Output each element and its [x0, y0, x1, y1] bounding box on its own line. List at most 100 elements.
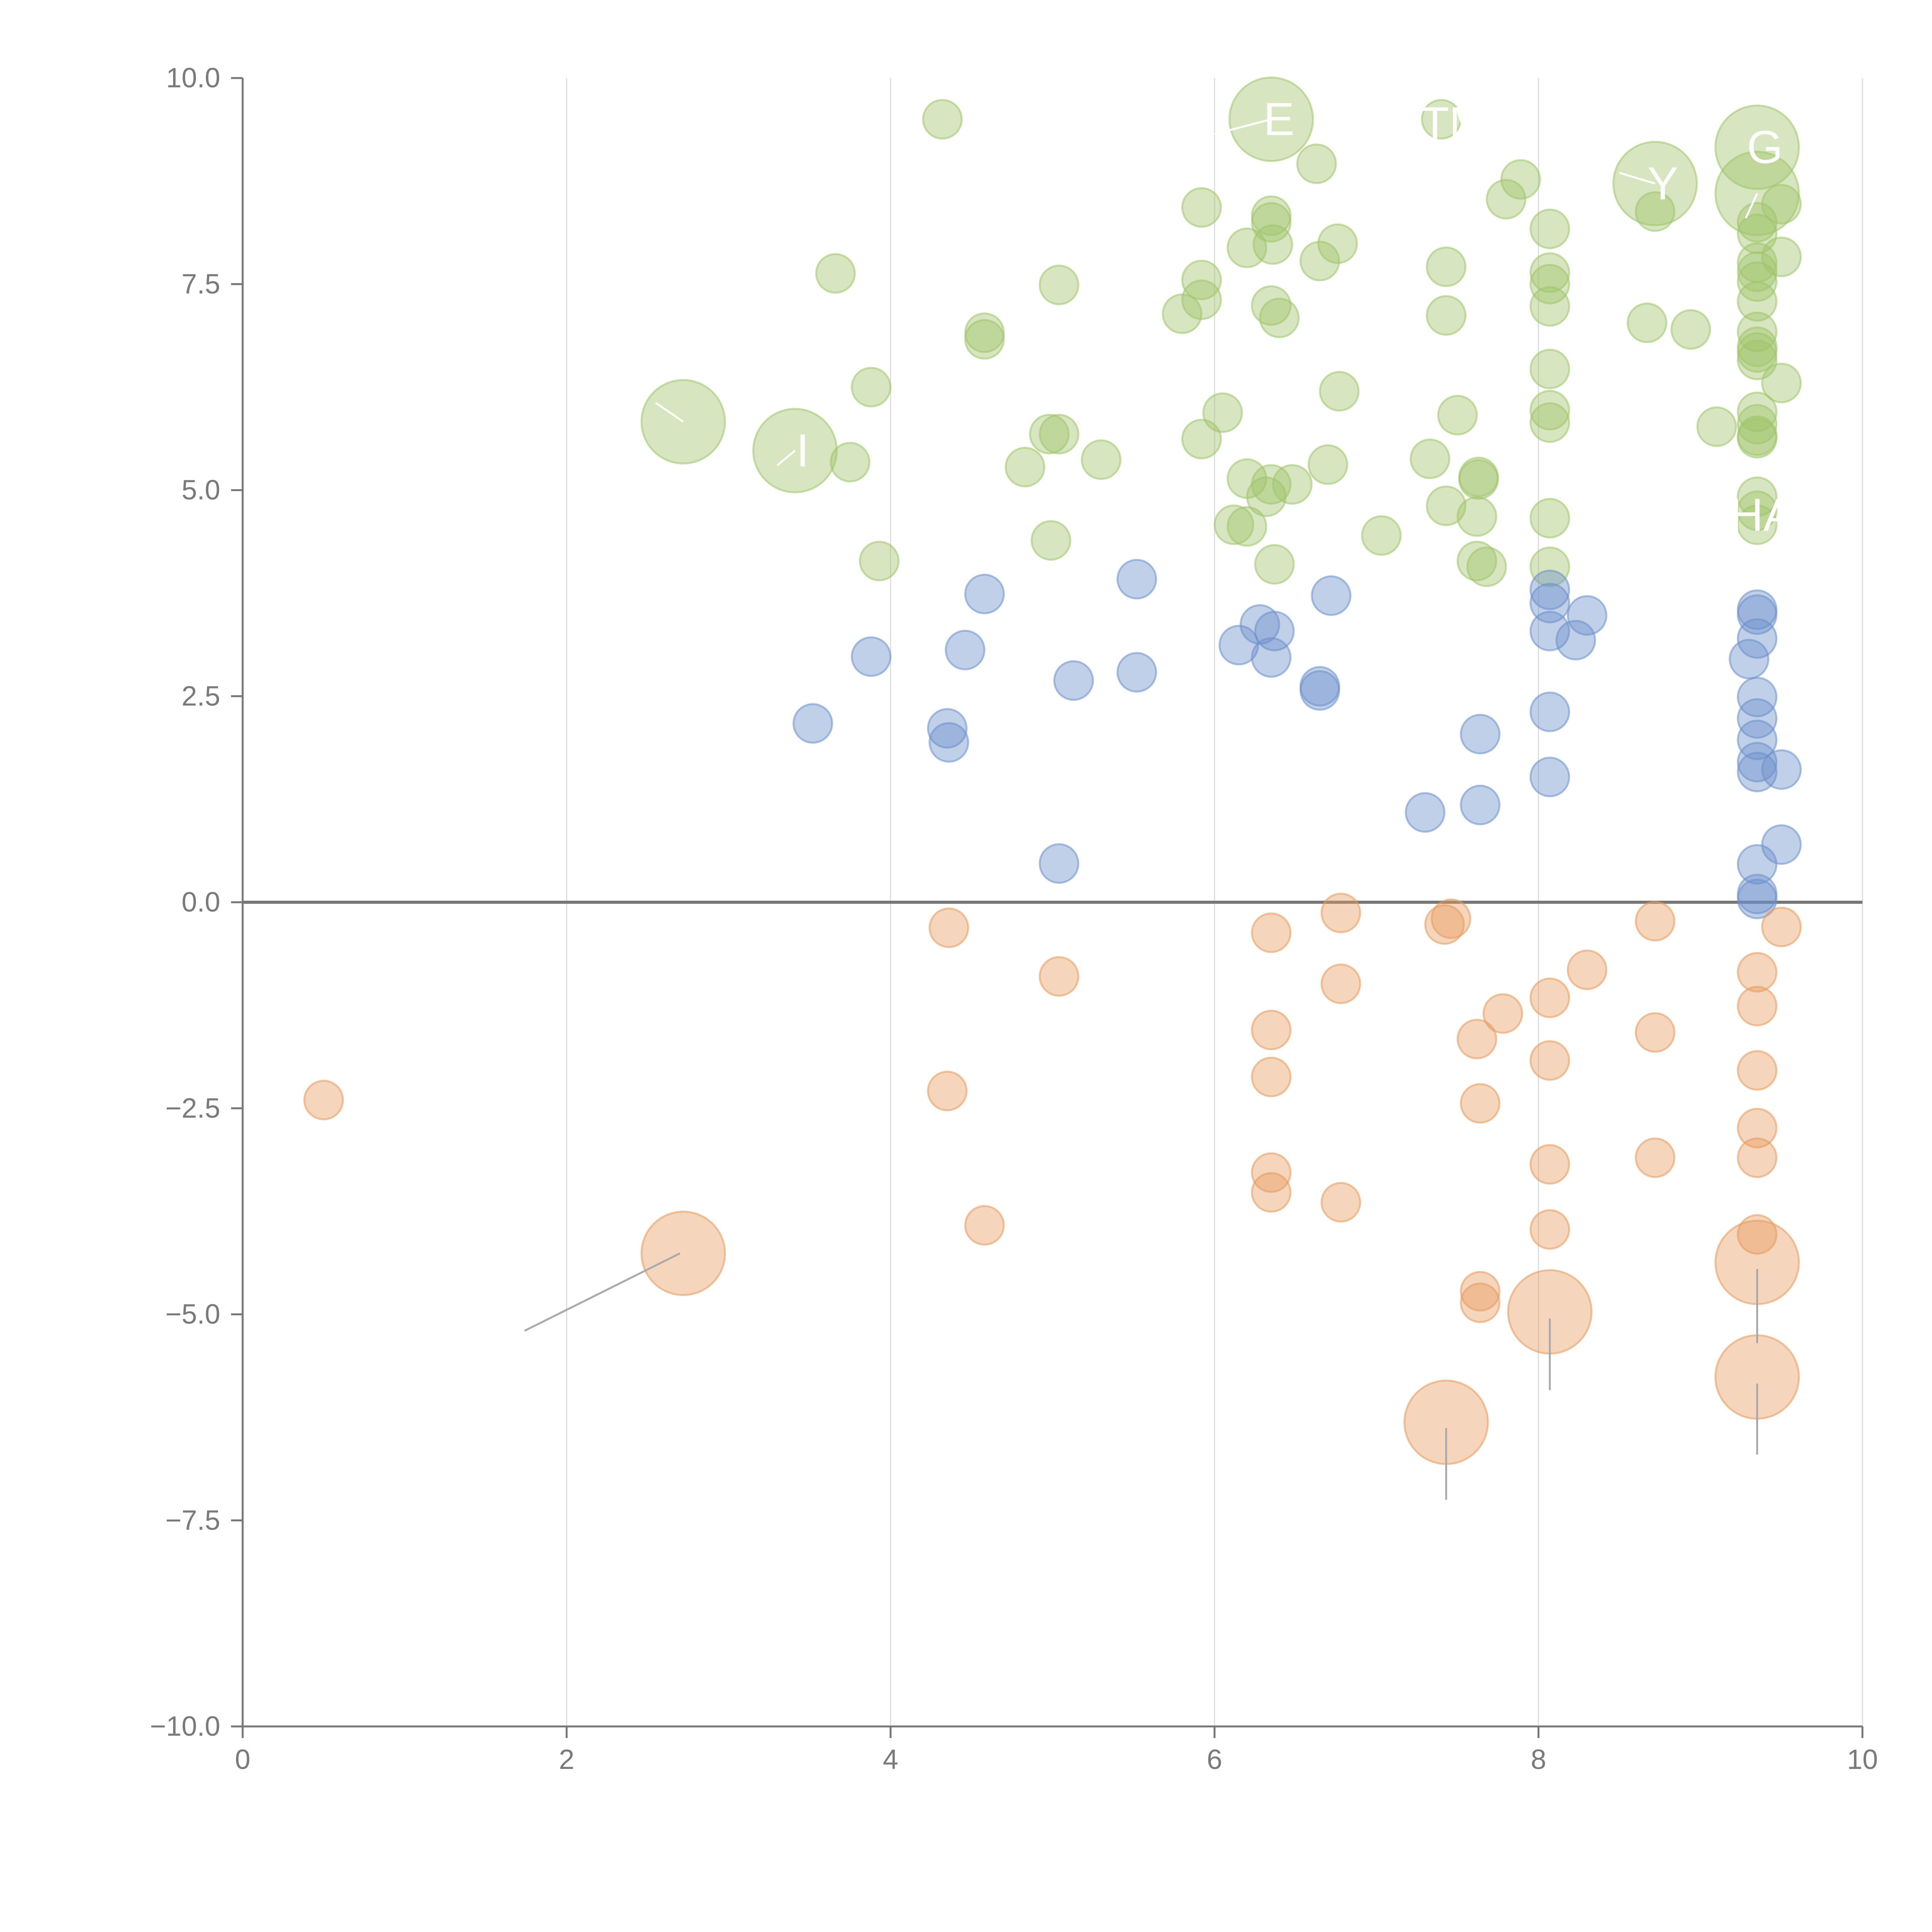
point-green	[1251, 285, 1292, 326]
point-blue	[1555, 620, 1596, 661]
data-points	[303, 77, 1802, 1465]
leader-line	[524, 1252, 680, 1332]
point-orange	[1529, 1144, 1570, 1185]
x-tick-label: 0	[235, 1744, 250, 1775]
point-blue	[1737, 742, 1778, 782]
leader-line	[1745, 193, 1758, 219]
point-green	[1529, 286, 1570, 327]
point-orange	[964, 1205, 1005, 1246]
leader-line	[1619, 172, 1656, 185]
point-blue	[1116, 652, 1157, 693]
point-orange	[1460, 1271, 1501, 1312]
point-orange	[1424, 904, 1465, 945]
point-green	[1410, 438, 1451, 479]
point-green	[1529, 390, 1570, 431]
y-tick-label: 2.5	[182, 681, 220, 712]
leader-line	[1214, 118, 1272, 135]
point-green	[1181, 187, 1222, 228]
point-blue	[1529, 611, 1570, 651]
point-green	[1254, 544, 1295, 585]
point-orange	[1737, 1107, 1778, 1148]
axes: 10.0 7.5 5.0 2.5 0.0 −2.5 −5.0 −7.5 −10.0 0 2 4 6 8 10	[150, 63, 1878, 1775]
y-tick-label: −7.5	[165, 1505, 220, 1536]
point-orange	[1430, 898, 1471, 939]
point-green	[1252, 224, 1293, 265]
point-orange	[1737, 952, 1778, 993]
point-green	[1737, 476, 1778, 517]
y-tick-label: 0.0	[182, 887, 220, 918]
point-green	[1317, 223, 1358, 264]
point-blue	[1460, 784, 1501, 825]
point-green	[1458, 459, 1499, 500]
point-blue	[1737, 594, 1778, 635]
y-tick-label: 7.5	[182, 269, 220, 299]
point-orange	[303, 1080, 344, 1121]
point-orange	[1251, 1056, 1292, 1097]
point-green	[1529, 402, 1570, 443]
point-blue	[964, 573, 1005, 614]
point-blue	[929, 722, 969, 763]
point-green	[1246, 476, 1287, 517]
point-green	[1486, 179, 1527, 220]
point-blue	[1529, 570, 1570, 611]
point-orange	[1529, 1209, 1570, 1250]
point-green	[1039, 264, 1080, 305]
bubble-green	[1714, 104, 1800, 190]
point-green	[1737, 418, 1778, 459]
x-tick-label: 4	[883, 1744, 898, 1775]
point-green	[1437, 395, 1478, 435]
point-orange	[927, 1070, 968, 1111]
bubble-label: Y	[1647, 158, 1678, 209]
point-green	[1529, 264, 1570, 304]
point-green	[1634, 191, 1675, 232]
y-tick-label: 5.0	[182, 475, 220, 506]
point-green	[1500, 159, 1541, 200]
point-orange	[1456, 1019, 1497, 1060]
x-tick-label: 10	[1847, 1744, 1878, 1775]
leader-line	[655, 402, 684, 423]
point-blue	[1529, 691, 1570, 732]
point-green	[1737, 311, 1778, 352]
point-orange	[1039, 956, 1080, 997]
point-green	[1529, 208, 1570, 249]
point-orange	[1737, 986, 1778, 1027]
point-green	[1426, 485, 1467, 526]
point-blue	[927, 708, 968, 749]
point-green	[1214, 504, 1255, 545]
point-green	[1529, 498, 1570, 539]
point-green	[1466, 546, 1507, 587]
point-orange	[1460, 1282, 1501, 1323]
bubble-orange	[640, 1211, 726, 1296]
point-green	[815, 253, 856, 294]
y-tick-label: −10.0	[150, 1711, 220, 1742]
point-green	[1226, 227, 1267, 268]
point-green	[1737, 404, 1778, 445]
point-blue	[1761, 749, 1802, 790]
point-blue	[1529, 757, 1570, 798]
point-green	[1696, 406, 1737, 447]
point-blue	[1737, 677, 1778, 718]
bubble-label: I	[796, 425, 809, 476]
point-green	[1426, 295, 1467, 336]
point-blue	[1761, 824, 1802, 865]
point-label: TM	[1421, 97, 1488, 149]
leader-line	[776, 450, 796, 466]
point-green	[1296, 143, 1337, 184]
point-blue	[1529, 583, 1570, 624]
point-green	[1737, 504, 1778, 545]
point-blue	[1405, 792, 1446, 833]
point-green	[1421, 99, 1462, 140]
point-green	[1251, 202, 1292, 243]
point-green	[1529, 349, 1570, 389]
point-green	[1737, 490, 1778, 531]
point-orange	[1737, 1214, 1778, 1255]
y-tick-label: −2.5	[165, 1093, 220, 1124]
point-green	[1181, 418, 1222, 459]
point-orange	[1634, 1137, 1675, 1178]
point-green	[1456, 496, 1497, 537]
point-green	[1259, 298, 1300, 338]
point-orange	[1634, 901, 1675, 942]
point-blue	[1460, 714, 1501, 755]
bubble-label: G	[1747, 121, 1783, 173]
